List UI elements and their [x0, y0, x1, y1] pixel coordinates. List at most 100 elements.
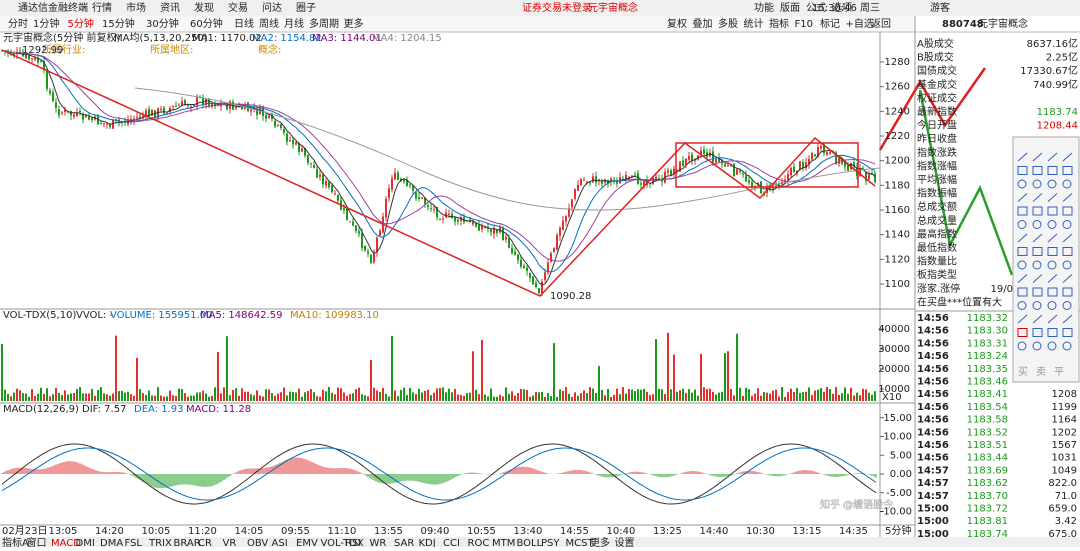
- bottom-tab[interactable]: SAR: [394, 538, 414, 549]
- tool-icon[interactable]: [1032, 328, 1043, 337]
- bottom-tab[interactable]: TRIX: [148, 538, 172, 549]
- tool-icon[interactable]: [1032, 179, 1042, 189]
- tool-icon[interactable]: [1047, 166, 1058, 175]
- trade-tool[interactable]: 平: [1054, 367, 1064, 378]
- menu-item[interactable]: 资讯: [160, 2, 180, 14]
- tool-button[interactable]: 指标: [769, 17, 789, 30]
- tool-icon[interactable]: [1017, 179, 1027, 189]
- tool-icon[interactable]: [1017, 341, 1027, 351]
- tool-icon[interactable]: [1062, 341, 1072, 351]
- tool-icon[interactable]: [1062, 152, 1073, 162]
- tool-icon[interactable]: [1032, 314, 1043, 324]
- menu-item[interactable]: 问达: [262, 1, 282, 14]
- bottom-tab[interactable]: OBV: [247, 538, 268, 549]
- tool-icon[interactable]: [1017, 301, 1027, 310]
- period-tab[interactable]: 分时: [8, 18, 28, 30]
- menu-item[interactable]: 发现: [194, 1, 214, 14]
- menu-item[interactable]: 市场: [126, 1, 146, 14]
- period-tab[interactable]: 更多: [344, 17, 364, 30]
- period-tab[interactable]: 60分钟: [190, 17, 223, 30]
- tool-icon[interactable]: [1032, 341, 1042, 351]
- period-tab[interactable]: 多周期: [309, 17, 339, 30]
- bottom-tab[interactable]: ASI: [272, 538, 288, 549]
- menu-item[interactable]: 选项: [832, 1, 852, 14]
- bottom-tab[interactable]: 更多: [590, 536, 610, 549]
- tool-icon[interactable]: [1032, 247, 1043, 256]
- period-tab[interactable]: 周线: [259, 17, 279, 30]
- tool-icon[interactable]: [1032, 274, 1043, 283]
- tool-icon[interactable]: [1032, 287, 1043, 297]
- tool-icon[interactable]: [1017, 274, 1028, 283]
- tool-icon[interactable]: [1047, 247, 1058, 256]
- tool-icon[interactable]: [1062, 287, 1073, 297]
- tool-icon[interactable]: [1017, 220, 1027, 229]
- tool-button[interactable]: +自选: [846, 17, 874, 30]
- tool-icon[interactable]: [1047, 193, 1058, 202]
- bottom-tab[interactable]: DMA: [100, 538, 123, 549]
- tool-icon[interactable]: [1062, 274, 1073, 283]
- tool-icon[interactable]: [1017, 193, 1028, 202]
- period-tab[interactable]: 5分钟: [68, 17, 94, 30]
- tool-icon[interactable]: [1047, 260, 1057, 270]
- bottom-tab[interactable]: BRAR: [174, 538, 201, 549]
- menu-item[interactable]: 圈子: [296, 2, 316, 14]
- tool-icon[interactable]: [1017, 166, 1028, 175]
- bottom-tab[interactable]: 设置: [615, 537, 635, 549]
- trade-tool[interactable]: 买: [1018, 366, 1028, 378]
- bottom-tab[interactable]: ROC: [468, 538, 490, 549]
- tool-icon[interactable]: [1062, 233, 1073, 243]
- tool-icon[interactable]: [1032, 260, 1042, 270]
- tool-button[interactable]: 叠加: [693, 18, 713, 30]
- tool-icon[interactable]: [1062, 247, 1073, 256]
- tool-icon[interactable]: [1062, 301, 1072, 310]
- tool-icon[interactable]: [1062, 220, 1072, 229]
- tool-icon[interactable]: [1047, 274, 1058, 283]
- bottom-tab[interactable]: MACD: [51, 538, 81, 549]
- tool-icon[interactable]: [1017, 260, 1027, 270]
- tool-icon[interactable]: [1047, 287, 1058, 297]
- menu-item[interactable]: 公式: [806, 1, 826, 14]
- tool-icon[interactable]: [1062, 314, 1073, 324]
- bottom-tab[interactable]: PSY: [541, 538, 560, 549]
- menu-item[interactable]: 行情: [92, 1, 112, 14]
- tool-icon[interactable]: [1047, 328, 1058, 337]
- tool-icon[interactable]: [1047, 341, 1057, 351]
- tool-icon[interactable]: [1032, 233, 1043, 243]
- tool-icon[interactable]: [1047, 233, 1058, 243]
- bottom-tab[interactable]: MCST: [566, 538, 595, 549]
- menu-item[interactable]: 功能: [754, 1, 774, 14]
- period-tab[interactable]: 1分钟: [33, 17, 59, 30]
- tool-icon[interactable]: [1047, 301, 1057, 310]
- tool-icon[interactable]: [1047, 220, 1057, 229]
- tool-icon[interactable]: [1062, 193, 1073, 202]
- tool-icon[interactable]: [1017, 328, 1028, 337]
- tool-icon[interactable]: [1062, 166, 1073, 175]
- tool-button[interactable]: 标记: [820, 18, 840, 30]
- bottom-tab[interactable]: RSI: [345, 538, 361, 549]
- bottom-tab[interactable]: DMI: [76, 538, 95, 549]
- bottom-tab[interactable]: FSL: [125, 538, 143, 549]
- menu-item[interactable]: 交易: [228, 1, 248, 14]
- period-tab[interactable]: 月线: [284, 17, 304, 30]
- tool-icon[interactable]: [1032, 301, 1042, 310]
- bottom-tab[interactable]: CR: [198, 538, 212, 549]
- tool-button[interactable]: 返回: [871, 18, 891, 30]
- tool-icon[interactable]: [1032, 152, 1043, 162]
- tool-icon[interactable]: [1017, 247, 1028, 256]
- bottom-tab[interactable]: VR: [223, 538, 237, 549]
- bottom-tab[interactable]: 窗口: [27, 536, 47, 549]
- tool-icon[interactable]: [1017, 287, 1028, 297]
- bottom-tab[interactable]: BOLL: [517, 538, 543, 549]
- bottom-tab[interactable]: 指标A: [2, 536, 29, 549]
- tool-icon[interactable]: [1032, 220, 1042, 229]
- tool-icon[interactable]: [1017, 314, 1028, 324]
- tool-icon[interactable]: [1032, 206, 1043, 216]
- tool-icon[interactable]: [1047, 179, 1057, 189]
- tool-icon[interactable]: [1032, 193, 1043, 202]
- period-tab[interactable]: 30分钟: [146, 17, 179, 30]
- menu-item[interactable]: 版面: [780, 1, 800, 14]
- tool-icon[interactable]: [1062, 179, 1072, 189]
- tool-button[interactable]: 统计: [744, 17, 764, 30]
- bottom-tab[interactable]: VOL-TDX: [321, 538, 364, 549]
- tool-icon[interactable]: [1062, 328, 1073, 337]
